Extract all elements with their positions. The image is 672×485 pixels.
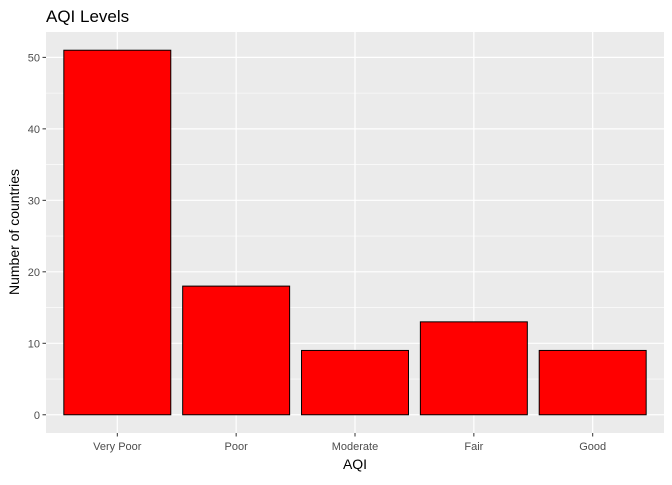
bar-very-poor — [63, 49, 172, 416]
bar-good — [538, 349, 647, 416]
y-axis-title: Number of countries — [6, 169, 22, 295]
x-axis-title: AQI — [343, 456, 367, 472]
x-tick-label: Moderate — [332, 441, 378, 453]
x-axis: Very Poor Poor Moderate Fair Good — [93, 433, 606, 453]
x-tick-label: Good — [579, 441, 606, 453]
bar-fair — [419, 321, 528, 416]
y-tick-label: 50 — [28, 52, 40, 64]
bar-series — [63, 49, 647, 416]
y-tick-label: 40 — [28, 124, 40, 136]
y-tick-label: 30 — [28, 195, 40, 207]
x-tick-label: Fair — [464, 441, 483, 453]
x-tick-label: Poor — [225, 441, 249, 453]
y-tick-label: 10 — [28, 338, 40, 350]
x-tick-label: Very Poor — [93, 441, 142, 453]
y-axis: 0 10 20 30 40 50 — [28, 52, 46, 422]
chart-title: AQI Levels — [46, 7, 129, 26]
bar-moderate — [301, 349, 409, 416]
y-tick-label: 0 — [34, 410, 40, 422]
bar-poor — [182, 285, 291, 416]
y-tick-label: 20 — [28, 267, 40, 279]
